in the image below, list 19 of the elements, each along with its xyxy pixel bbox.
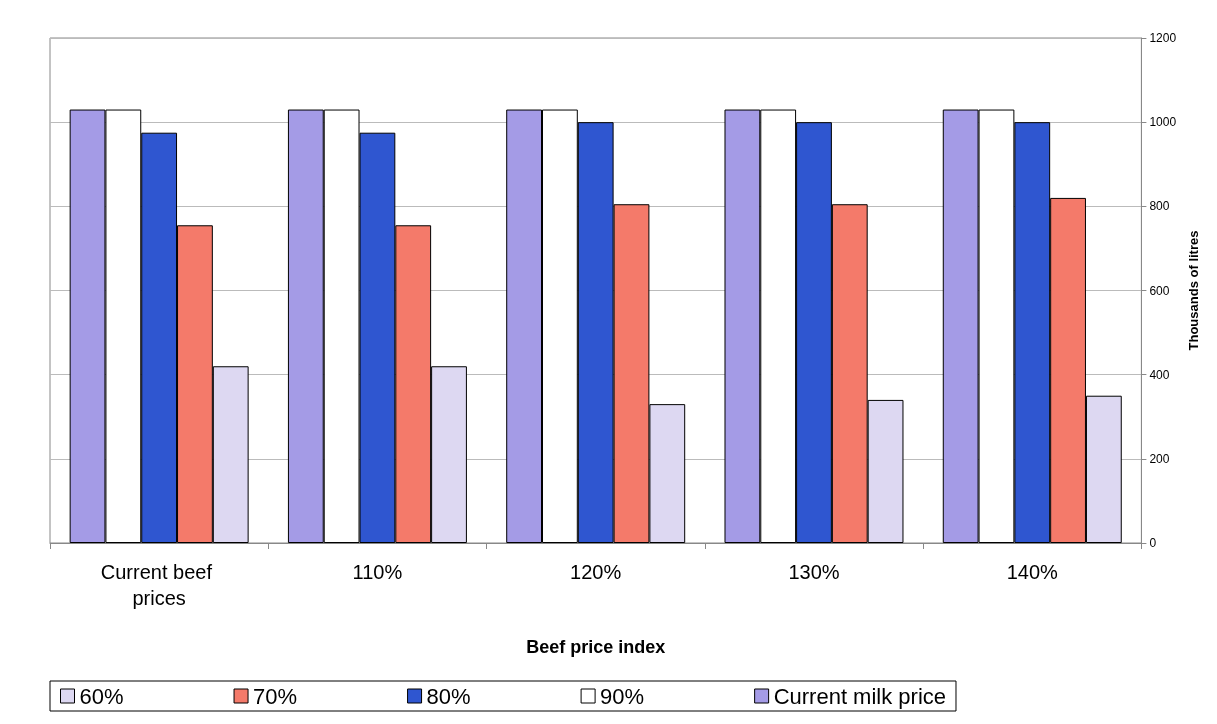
- legend-label: 70%: [253, 683, 298, 709]
- y-tick-label: 400: [1149, 367, 1170, 382]
- x-tick-label: 120%: [570, 561, 622, 583]
- y-axis-title: Thousands of litres: [1186, 230, 1201, 351]
- x-axis-title: Beef price index: [526, 637, 666, 657]
- y-tick-label: 1000: [1149, 115, 1177, 130]
- y-tick-label: 600: [1149, 283, 1170, 298]
- x-tick-label: 130%: [788, 561, 840, 583]
- y-tick-label: 0: [1149, 536, 1157, 550]
- y-tick-label: 1200: [1149, 31, 1177, 45]
- legend-label: 80%: [426, 683, 471, 709]
- legend-label: 60%: [79, 683, 124, 709]
- y-tick-label: 800: [1149, 199, 1170, 214]
- legend-label: 90%: [600, 683, 645, 709]
- legend-label: Current milk price: [773, 683, 946, 709]
- x-tick-label: 110%: [352, 561, 403, 583]
- y-tick-label: 200: [1149, 451, 1170, 466]
- x-tick-label: 140%: [1006, 561, 1059, 583]
- x-tick-label: Current beef prices: [100, 561, 218, 609]
